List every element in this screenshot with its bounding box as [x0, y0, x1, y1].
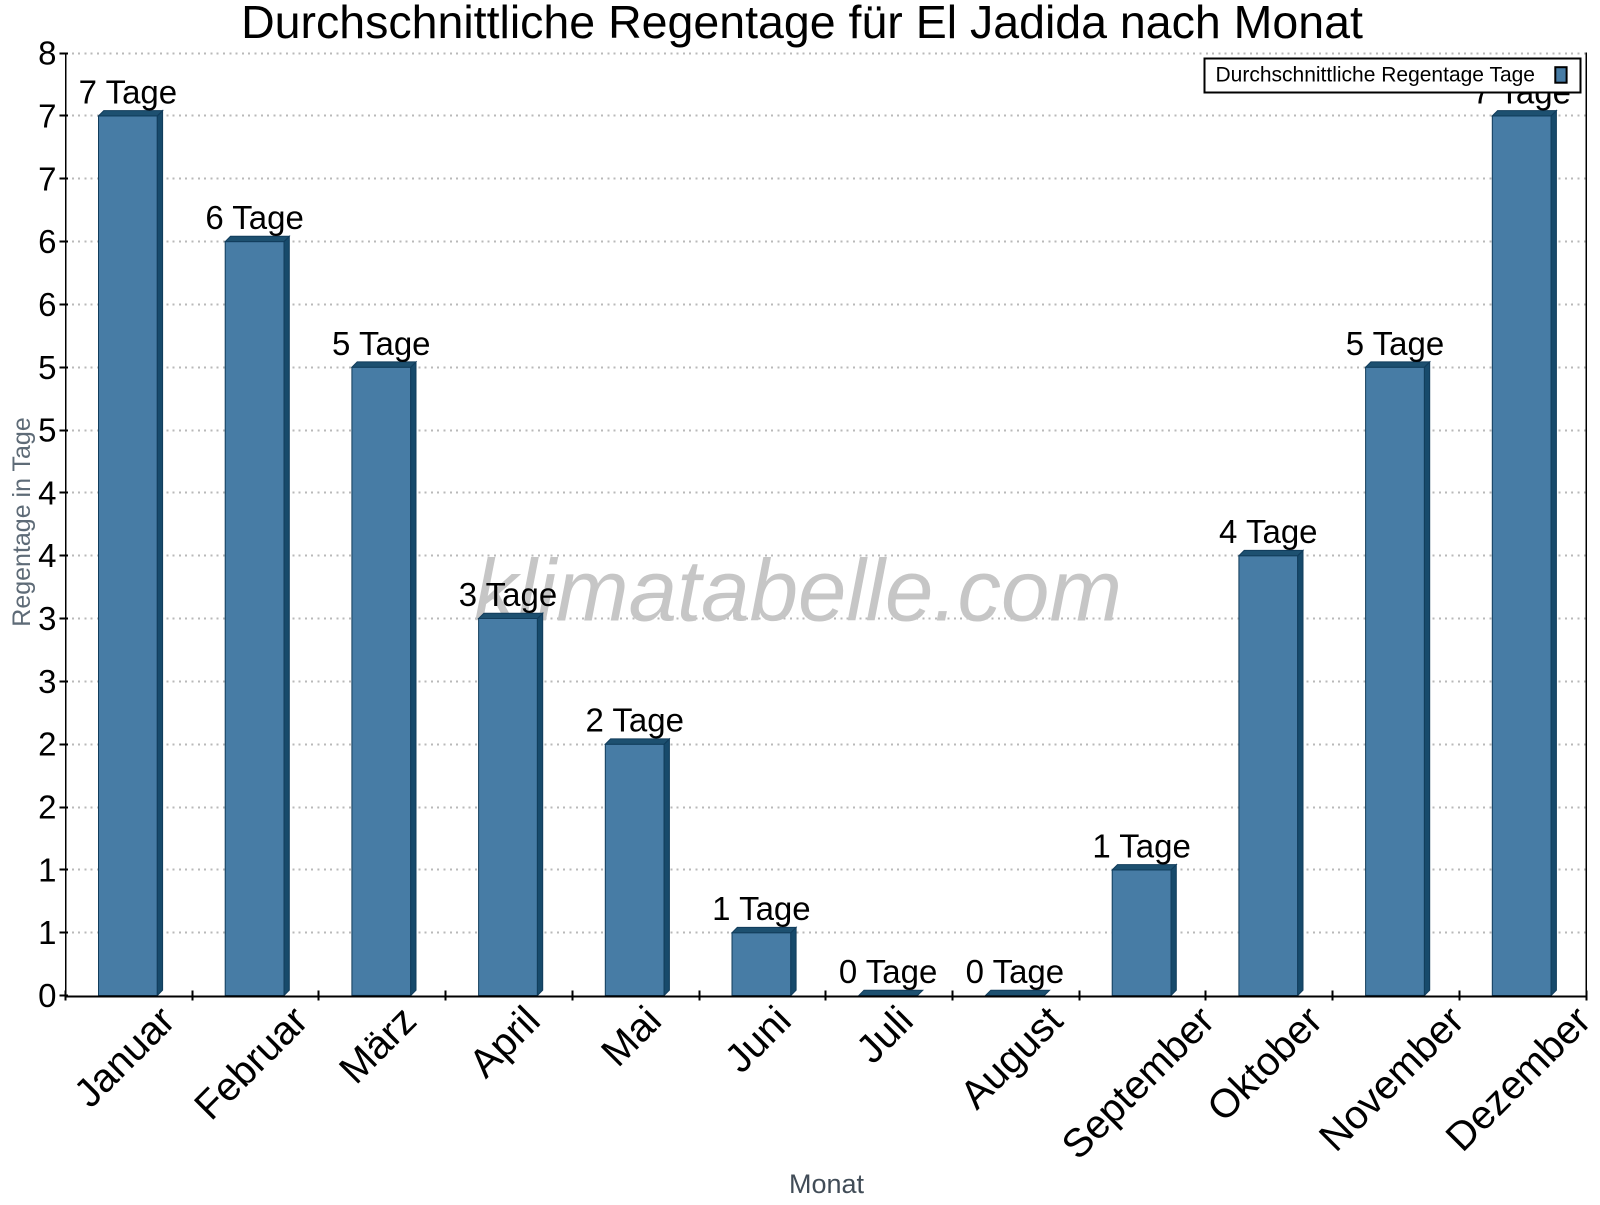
svg-text:7: 7: [38, 97, 56, 134]
svg-text:2 Tage: 2 Tage: [585, 702, 683, 739]
svg-text:1: 1: [38, 914, 56, 951]
svg-text:3: 3: [38, 663, 56, 700]
svg-text:5: 5: [38, 349, 56, 386]
svg-text:Durchschnittliche Regentage Ta: Durchschnittliche Regentage Tage: [1216, 64, 1535, 87]
svg-text:4: 4: [38, 474, 56, 511]
svg-text:0 Tage: 0 Tage: [966, 953, 1064, 990]
svg-text:6 Tage: 6 Tage: [205, 199, 303, 236]
svg-text:1 Tage: 1 Tage: [1092, 827, 1190, 864]
svg-text:6: 6: [38, 286, 56, 323]
svg-text:5: 5: [38, 412, 56, 449]
svg-text:7 Tage: 7 Tage: [79, 73, 177, 110]
svg-text:5 Tage: 5 Tage: [1346, 325, 1444, 362]
svg-text:Durchschnittliche Regentage fü: Durchschnittliche Regentage für El Jadid…: [241, 0, 1363, 48]
svg-text:0: 0: [38, 977, 56, 1014]
svg-text:3 Tage: 3 Tage: [459, 576, 557, 613]
svg-text:klimatabelle.com: klimatabelle.com: [474, 543, 1122, 640]
svg-text:2: 2: [38, 726, 56, 763]
svg-text:Monat: Monat: [789, 1169, 865, 1199]
svg-text:6: 6: [38, 223, 56, 260]
svg-text:0 Tage: 0 Tage: [839, 953, 937, 990]
svg-text:Regentage in Tage: Regentage in Tage: [8, 417, 36, 626]
svg-text:7: 7: [38, 160, 56, 197]
svg-text:1: 1: [38, 851, 56, 888]
svg-text:2: 2: [38, 789, 56, 826]
svg-text:4: 4: [38, 537, 56, 574]
svg-text:3: 3: [38, 600, 56, 637]
svg-text:4 Tage: 4 Tage: [1219, 513, 1317, 550]
svg-text:5 Tage: 5 Tage: [332, 325, 430, 362]
svg-text:1 Tage: 1 Tage: [712, 890, 810, 927]
svg-text:8: 8: [38, 35, 56, 72]
